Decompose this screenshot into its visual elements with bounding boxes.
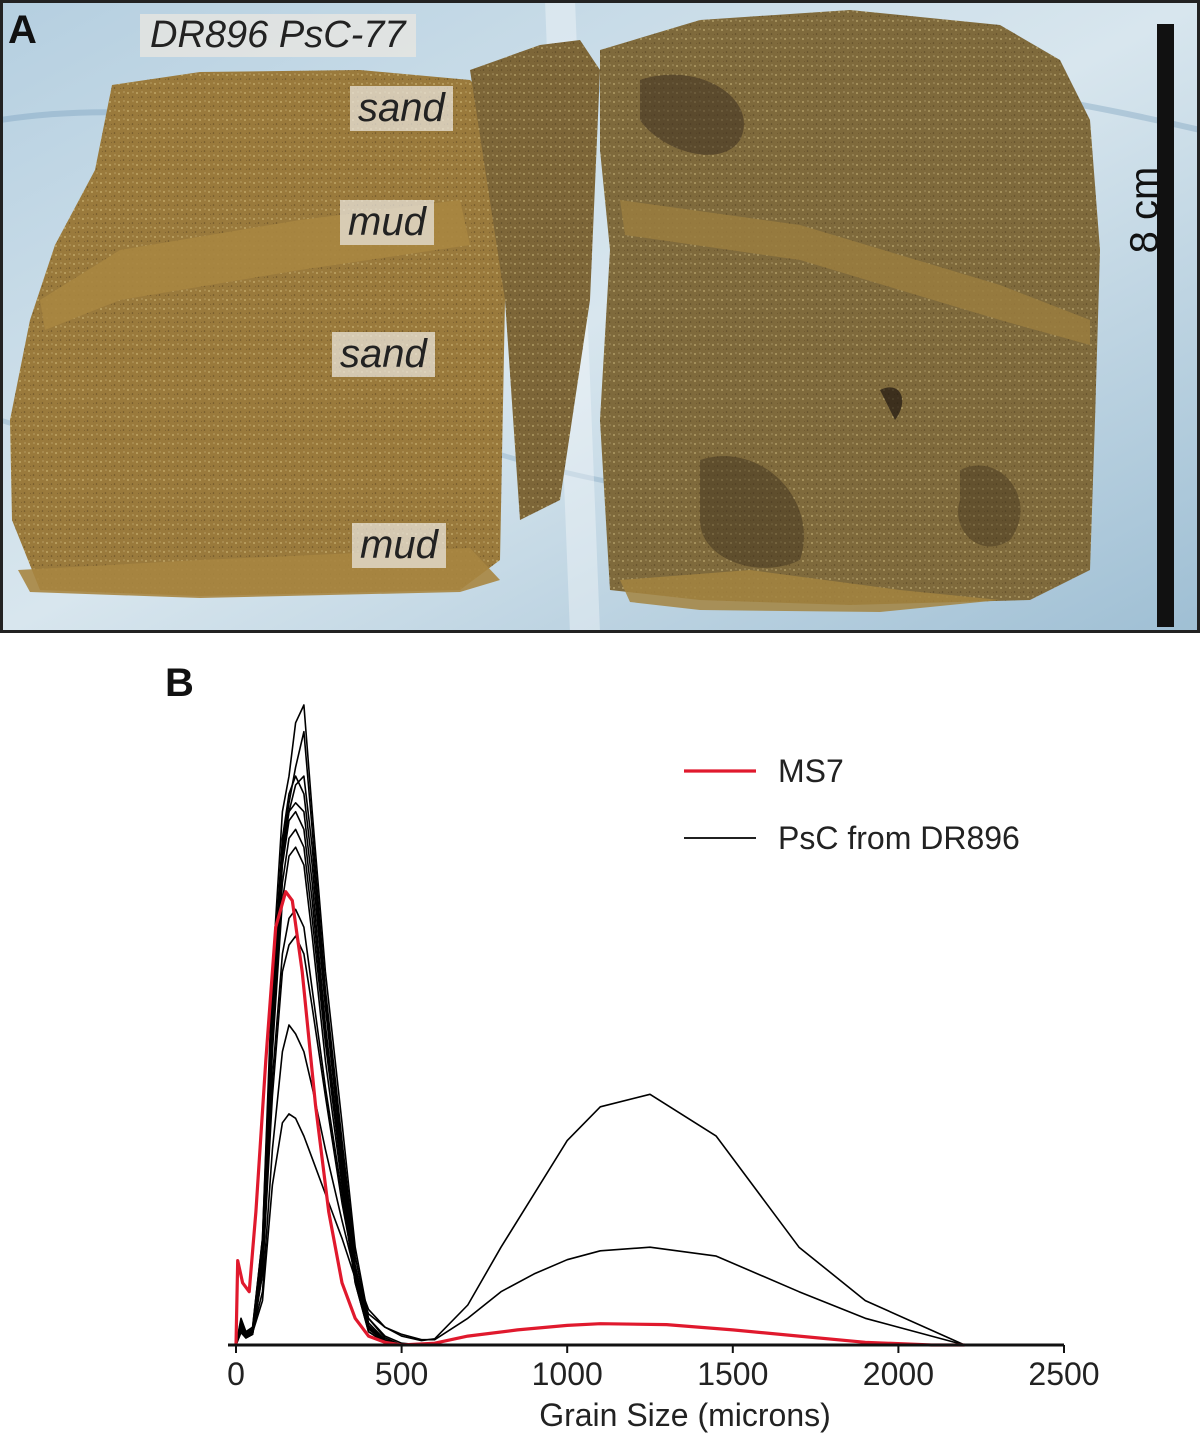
scale-bar [1157, 24, 1174, 627]
series-line-psc-5 [235, 802, 965, 1346]
layer-label-sand: sand [350, 86, 453, 131]
series-line-psc-12 [235, 1113, 965, 1346]
series-line-psc-10 [235, 935, 965, 1346]
series-line-psc-11 [235, 1024, 965, 1346]
series-line-psc-3 [235, 775, 965, 1346]
series-line-psc-7 [235, 828, 965, 1346]
series-line-psc-9 [235, 908, 965, 1346]
x-tick-label: 1500 [697, 1356, 768, 1392]
layer-label-sand: sand [332, 332, 435, 377]
x-tick-label: 1000 [532, 1356, 603, 1392]
legend-label: PsC from DR896 [778, 820, 1020, 856]
x-axis-title: Grain Size (microns) [539, 1397, 831, 1433]
sample-id-label: DR896 PsC-77 [140, 14, 416, 57]
series-line-ms7 [234, 890, 965, 1347]
grain-size-chart: 0 500 1000 1500 2000 2500 Grain Size (microns… [227, 704, 1100, 1433]
layer-label-mud: mud [352, 523, 446, 568]
panel-b-letter: B [165, 661, 194, 705]
x-axis-ticks: 0 500 1000 1500 2000 2500 [227, 1345, 1100, 1392]
sediment-core-photo [0, 0, 1200, 634]
legend-label: MS7 [778, 753, 844, 789]
layer-label-mud: mud [340, 200, 434, 245]
x-tick-label: 0 [227, 1356, 245, 1392]
chart-legend: MS7 PsC from DR896 [684, 753, 1020, 856]
scale-bar-label: 8 cm [1105, 150, 1185, 270]
x-tick-label: 2000 [863, 1356, 934, 1392]
series-line-psc-8 [235, 846, 965, 1346]
panel-a-letter: A [8, 8, 37, 52]
scale-bar-label-text: 8 cm [1122, 166, 1167, 254]
chart-series-group [234, 704, 965, 1347]
series-line-psc-4 [235, 775, 965, 1346]
sediment-core-photo-panel: A DR896 PsC-77 sand mud sand mud 8 cm [0, 0, 1200, 634]
x-tick-label: 500 [375, 1356, 428, 1392]
series-line-psc-6 [235, 810, 965, 1346]
x-tick-label: 2500 [1028, 1356, 1099, 1392]
